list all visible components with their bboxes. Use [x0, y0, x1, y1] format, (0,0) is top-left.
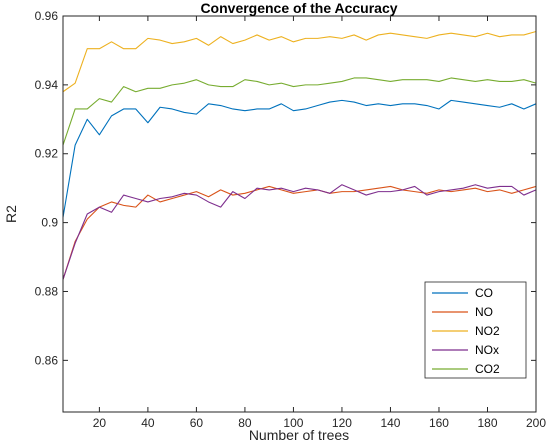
y-tick-label: 0.9: [41, 216, 58, 230]
x-tick-label: 180: [477, 416, 497, 430]
legend: CO NO NO2 NOx CO2: [424, 281, 527, 379]
series-line-no: [62, 185, 537, 280]
x-tick-label: 160: [429, 416, 449, 430]
x-tick-label: 20: [93, 416, 107, 430]
chart-title: Convergence of the Accuracy: [200, 0, 397, 16]
legend-label-no: NO: [475, 305, 493, 319]
legend-label-no2: NO2: [475, 324, 500, 338]
legend-label-co: CO: [475, 286, 493, 300]
series-line-co: [62, 99, 537, 218]
y-tick-label: 0.96: [35, 9, 59, 23]
series-layer: [62, 30, 537, 280]
y-tick-label: 0.94: [35, 78, 59, 92]
x-tick-label: 60: [190, 416, 204, 430]
x-tick-label: 80: [238, 416, 252, 430]
y-axis: 0.86 0.88 0.9 0.92 0.94 0.96: [35, 9, 536, 367]
x-axis-label: Number of trees: [249, 427, 349, 443]
plot-frame: [62, 15, 537, 413]
x-tick-label: 100: [283, 416, 303, 430]
x-tick-label: 200: [526, 416, 546, 430]
y-tick-label: 0.92: [35, 147, 59, 161]
legend-box: [424, 281, 527, 379]
y-axis-label: R2: [3, 205, 19, 223]
y-tick-label: 0.88: [35, 284, 59, 298]
x-tick-label: 120: [332, 416, 352, 430]
x-tick-label: 140: [380, 416, 400, 430]
legend-label-nox: NOx: [475, 343, 499, 357]
series-line-no2: [62, 30, 537, 93]
y-tick-label: 0.86: [35, 353, 59, 367]
x-axis: 20 40 60 80 100 120 140 160 180 200: [93, 16, 546, 430]
legend-label-co2: CO2: [475, 362, 500, 376]
x-tick-label: 40: [141, 416, 155, 430]
series-line-nox: [62, 184, 537, 280]
series-line-co2: [62, 77, 537, 146]
